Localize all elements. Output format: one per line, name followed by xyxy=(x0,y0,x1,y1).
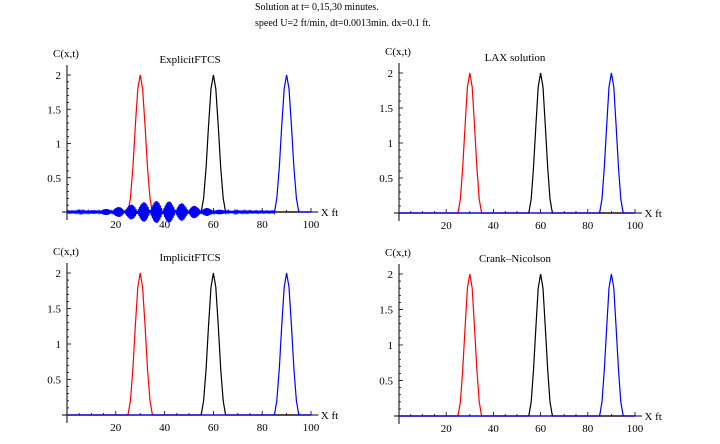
chart-header: Solution at t= 0,15,30 minutes. speed U=… xyxy=(255,0,431,32)
y-tick-label: 0.5 xyxy=(379,173,393,185)
series-line-t-30 xyxy=(66,74,311,223)
x-tick-label: 60 xyxy=(535,220,547,232)
x-tick-label: 80 xyxy=(257,219,269,231)
y-tick-label: 0.5 xyxy=(379,376,393,388)
x-tick-label: 100 xyxy=(303,422,320,434)
x-axis-label: X ft xyxy=(644,208,661,220)
y-tick-label: 0.5 xyxy=(47,375,61,387)
series-line-t-15 xyxy=(67,272,311,416)
series-line-t-15 xyxy=(399,273,635,417)
series-line-t-0 xyxy=(67,272,311,416)
header-line-2: speed U=2 ft/min, dt=0.0013min. dx=0.1 f… xyxy=(255,18,431,29)
x-tick-label: 40 xyxy=(159,219,171,231)
y-axis-label: C(x,t) xyxy=(385,247,411,259)
x-tick-label: 40 xyxy=(488,220,500,232)
x-tick-label: 60 xyxy=(208,422,220,434)
y-tick-label: 1 xyxy=(388,138,394,150)
x-axis-label: X ft xyxy=(644,411,661,423)
subplot-4: 0.5 1 1.5 2 20 40 60 80 100 Crank–Nicolson C(x,t) X… xyxy=(379,247,662,435)
x-tick-label: 60 xyxy=(535,423,547,435)
subplot-title: ImplicitFTCS xyxy=(159,252,220,264)
subplot-1: 0.5 1 1.5 2 20 40 60 80 100 ExplicitFTCS C(x,t) X f… xyxy=(47,48,338,231)
x-tick-label: 40 xyxy=(488,423,500,435)
x-tick-label: 20 xyxy=(441,220,453,232)
x-tick-label: 20 xyxy=(110,219,122,231)
x-axis-label: X ft xyxy=(321,207,338,219)
subplot-title: ExplicitFTCS xyxy=(159,54,220,66)
series-line-t-30 xyxy=(399,273,635,417)
y-tick-label: 1.5 xyxy=(379,305,393,317)
y-tick-label: 2 xyxy=(56,70,62,82)
series-line-t-0 xyxy=(399,72,635,214)
series-line-t-0 xyxy=(67,74,311,213)
y-tick-label: 1.5 xyxy=(379,103,393,115)
subplot-title: LAX solution xyxy=(485,52,546,64)
x-tick-label: 100 xyxy=(627,423,644,435)
x-tick-label: 20 xyxy=(110,422,122,434)
y-tick-label: 1 xyxy=(56,139,62,151)
y-axis-label: C(x,t) xyxy=(53,246,79,258)
x-tick-label: 20 xyxy=(441,423,453,435)
x-axis-label: X ft xyxy=(321,410,338,422)
x-tick-label: 100 xyxy=(303,219,320,231)
series-line-t-15 xyxy=(67,74,311,213)
x-tick-label: 80 xyxy=(257,422,269,434)
y-tick-label: 2 xyxy=(388,269,394,281)
y-tick-label: 1.5 xyxy=(47,304,61,316)
series-line-t-0 xyxy=(399,273,635,417)
y-tick-label: 2 xyxy=(56,268,62,280)
subplot-2: 0.5 1 1.5 2 20 40 60 80 100 LAX solution C(x,t) X f… xyxy=(379,46,662,232)
y-tick-label: 1 xyxy=(388,340,394,352)
x-tick-label: 80 xyxy=(582,220,594,232)
y-axis-label: C(x,t) xyxy=(385,46,411,58)
y-tick-label: 0.5 xyxy=(47,173,61,185)
x-tick-label: 100 xyxy=(627,220,644,232)
x-tick-label: 60 xyxy=(208,219,220,231)
series-line-t-15 xyxy=(399,72,635,214)
y-axis-label: C(x,t) xyxy=(53,48,79,60)
series-line-t-30 xyxy=(67,272,311,416)
y-tick-label: 2 xyxy=(388,68,394,80)
subplot-3: 0.5 1 1.5 2 20 40 60 80 100 ImplicitFTCS C(x,t) X f… xyxy=(47,246,338,434)
header-line-1: Solution at t= 0,15,30 minutes. xyxy=(255,2,379,13)
y-tick-label: 1.5 xyxy=(47,104,61,116)
x-tick-label: 40 xyxy=(159,422,171,434)
series-line-t-30 xyxy=(399,72,635,214)
subplot-title: Crank–Nicolson xyxy=(479,253,552,265)
x-tick-label: 80 xyxy=(582,423,594,435)
y-tick-label: 1 xyxy=(56,339,62,351)
